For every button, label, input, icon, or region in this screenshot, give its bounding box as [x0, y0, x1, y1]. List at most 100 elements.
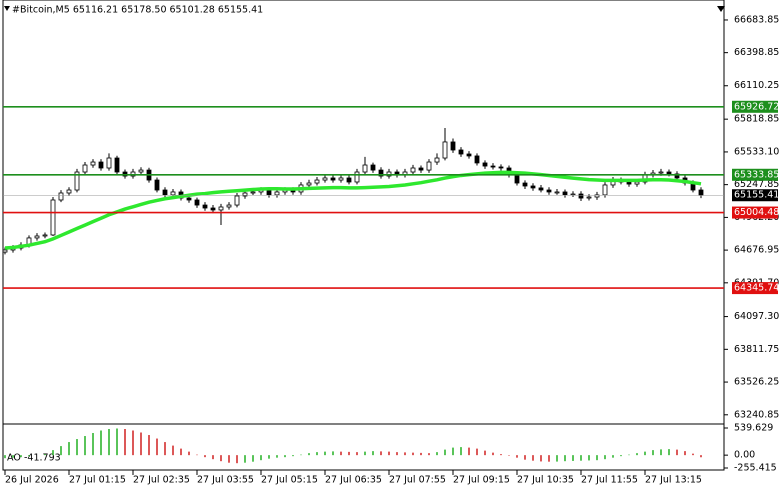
- candle-body: [554, 191, 560, 194]
- candle-body: [338, 177, 344, 181]
- x-tick-label: 26 Jul 2026: [5, 475, 59, 486]
- candle-body: [458, 149, 464, 155]
- y-tick-label: 65247.85: [734, 179, 779, 190]
- y-tick-label: 63240.85: [734, 409, 779, 420]
- level-label: 65926.72: [734, 101, 779, 112]
- level-label-box: [732, 168, 778, 181]
- level-label: 65333.85: [734, 169, 779, 180]
- plot-frame: [2, 0, 725, 471]
- moving-average: [4, 170, 702, 250]
- candle-body: [522, 182, 528, 187]
- candle-body: [530, 185, 536, 189]
- level-label: 64345.74: [734, 283, 779, 294]
- y-tick-label: 539.629: [734, 423, 773, 434]
- candle-body: [418, 167, 424, 171]
- candle-body: [426, 161, 432, 171]
- y-tick-label: 63526.25: [734, 377, 779, 388]
- last-price-box: [732, 189, 778, 202]
- candle-body: [490, 165, 496, 168]
- indicator-value: -41.793: [24, 453, 61, 464]
- candle-body: [218, 206, 224, 211]
- level-label-box: [732, 100, 778, 113]
- y-tick-label: 63811.75: [734, 344, 779, 355]
- candle-body: [474, 155, 480, 164]
- candle-body: [186, 197, 192, 201]
- candle-body: [450, 141, 456, 151]
- scroll-arrow[interactable]: [717, 6, 725, 12]
- candle-body: [2, 249, 8, 253]
- candle-body: [674, 173, 680, 179]
- level-label-box: [732, 282, 778, 295]
- candle-body: [34, 235, 40, 239]
- candle-body: [82, 164, 88, 173]
- candle-body: [602, 184, 608, 196]
- y-tick-label: -255.415: [734, 463, 777, 474]
- candle-body: [210, 207, 216, 211]
- menu-arrow[interactable]: [4, 6, 10, 11]
- candle-body: [58, 192, 64, 201]
- candle-body: [666, 171, 672, 175]
- candle-body: [586, 196, 592, 199]
- candle-body: [578, 193, 584, 199]
- candle-body: [658, 171, 664, 174]
- candle-body: [306, 182, 312, 186]
- x-tick-label: 27 Jul 02:35: [133, 475, 190, 486]
- candle-body: [546, 189, 552, 193]
- candle-body: [370, 164, 376, 171]
- y-tick-label: 64097.30: [734, 311, 779, 322]
- y-tick-label: 66683.85: [734, 14, 779, 25]
- x-tick-label: 27 Jul 09:15: [453, 475, 510, 486]
- candle-body: [442, 141, 448, 159]
- x-tick-label: 27 Jul 10:35: [517, 475, 574, 486]
- chart-title: #Bitcoin,M5 65116.21 65178.50 65101.28 6…: [12, 5, 263, 16]
- y-tick-label: 66398.85: [734, 47, 779, 58]
- indicator-title: AO: [7, 453, 21, 464]
- candle-body: [410, 167, 416, 173]
- candle-body: [466, 153, 472, 157]
- candle-body: [562, 191, 568, 196]
- candle-body: [354, 171, 360, 183]
- candle-body: [74, 171, 80, 191]
- candle-body: [194, 199, 200, 206]
- last-price-label: 65155.41: [734, 190, 779, 201]
- candle-body: [538, 187, 544, 191]
- y-tick-label: 65818.85: [734, 114, 779, 125]
- candle-body: [634, 181, 640, 185]
- candle-body: [226, 204, 232, 208]
- candle-body: [66, 189, 72, 194]
- candle-body: [266, 189, 272, 196]
- candle-body: [698, 189, 704, 196]
- candle-body: [106, 157, 112, 169]
- candle-body: [98, 161, 104, 169]
- candle-body: [162, 189, 168, 196]
- x-tick-label: 27 Jul 05:15: [261, 475, 318, 486]
- candle-body: [498, 166, 504, 169]
- candle-body: [42, 234, 48, 237]
- candle-body: [362, 164, 368, 173]
- candle-body: [202, 204, 208, 209]
- level-label-box: [732, 206, 778, 219]
- x-tick-label: 27 Jul 13:15: [645, 475, 702, 486]
- candle-body: [274, 191, 280, 196]
- y-tick-label: 65533.10: [734, 146, 779, 157]
- candle-body: [570, 193, 576, 196]
- candle-body: [50, 199, 56, 236]
- candle-body: [90, 161, 96, 166]
- y-tick-label: 0.00: [734, 450, 755, 461]
- y-tick-label: 64676.95: [734, 245, 779, 256]
- candle-body: [314, 179, 320, 184]
- x-tick-label: 27 Jul 03:55: [197, 475, 254, 486]
- candle-body: [322, 177, 328, 181]
- candle-body: [378, 169, 384, 177]
- x-tick-label: 27 Jul 11:55: [581, 475, 638, 486]
- candle-body: [170, 191, 176, 196]
- candle-body: [250, 191, 256, 194]
- candle-body: [234, 195, 240, 206]
- candle-body: [626, 181, 632, 185]
- candle-body: [114, 157, 120, 173]
- candle-body: [346, 177, 352, 183]
- y-tick-label: 66110.25: [734, 80, 779, 91]
- candle-body: [434, 157, 440, 163]
- candle-body: [138, 169, 144, 173]
